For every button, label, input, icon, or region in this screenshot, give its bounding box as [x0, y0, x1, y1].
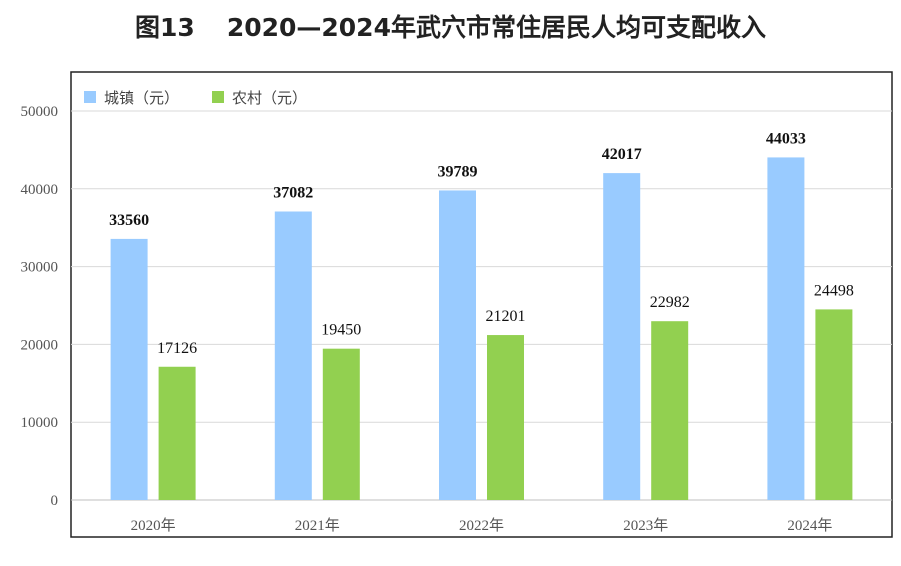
x-tick-label: 2023年 [623, 517, 668, 534]
grid-layer [71, 110, 892, 501]
data-label: 24498 [814, 282, 854, 299]
bar-layer [110, 157, 853, 501]
plot-frame [70, 71, 893, 538]
legend-swatch-urban [84, 91, 96, 103]
bar-rural [322, 348, 360, 500]
bar-urban [274, 211, 312, 500]
bar-urban [603, 173, 641, 501]
data-label: 42017 [602, 146, 642, 163]
bar-rural [158, 366, 196, 500]
bar-rural [487, 335, 524, 500]
y-tick-label: 0 [51, 493, 59, 509]
data-label: 21201 [486, 308, 526, 325]
x-axis-ticks: 2020年 2021年 2022年 2023年 2024年 [131, 517, 833, 534]
data-label: 44033 [766, 130, 806, 147]
y-tick-label: 20000 [21, 337, 59, 353]
data-label: 33560 [109, 212, 149, 229]
data-label: 37082 [273, 185, 313, 202]
y-tick-label: 40000 [21, 182, 59, 198]
legend-label-rural: 农村（元） [232, 89, 307, 107]
x-tick-label: 2021年 [295, 517, 340, 534]
y-tick-label: 30000 [21, 260, 59, 276]
data-label: 17126 [157, 340, 197, 357]
figure-number: 图13 [135, 13, 195, 42]
y-tick-label: 10000 [21, 415, 59, 431]
x-tick-label: 2020年 [131, 517, 176, 534]
bar-urban [767, 157, 805, 500]
chart-title: 2020—2024年武穴市常住居民人均可支配收入 [226, 13, 766, 42]
data-label: 22982 [650, 294, 690, 311]
x-tick-label: 2022年 [459, 517, 504, 534]
y-tick-label: 50000 [21, 104, 59, 120]
y-axis-ticks: 0 10000 20000 30000 40000 50000 [21, 104, 59, 509]
legend-label-urban: 城镇（元） [104, 89, 179, 107]
bar-rural [651, 321, 689, 500]
legend-swatch-rural [212, 91, 224, 103]
page-title: 图13 2020—2024年武穴市常住居民人均可支配收入 [0, 8, 901, 44]
legend: 城镇（元） 农村（元） [84, 89, 307, 107]
data-label: 39789 [438, 163, 478, 180]
bar-rural [815, 309, 853, 500]
data-label-layer: 33560 17126 37082 19450 39789 21201 42017 22982… [109, 130, 854, 356]
x-tick-label: 2024年 [787, 517, 832, 534]
data-label: 19450 [321, 322, 361, 339]
bar-urban [110, 238, 148, 500]
bar-urban [439, 190, 476, 500]
